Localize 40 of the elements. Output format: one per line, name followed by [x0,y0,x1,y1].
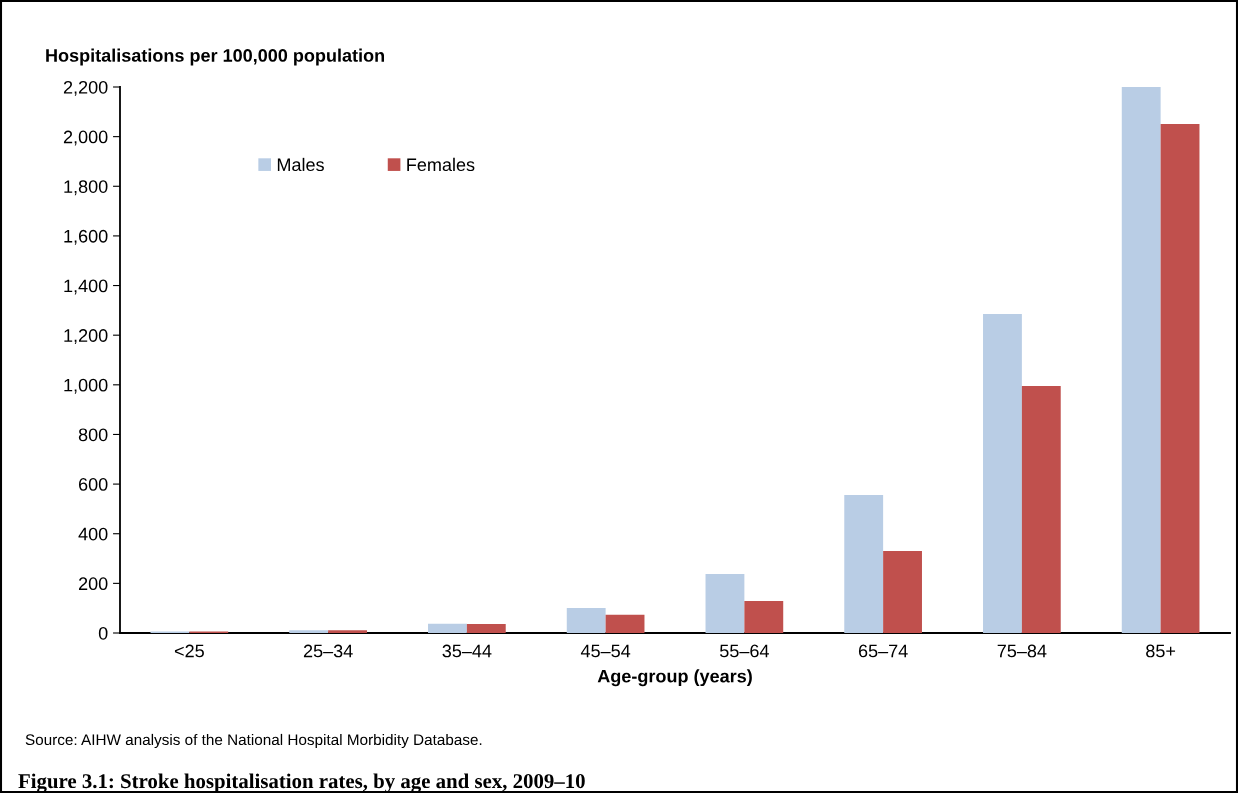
y-tick-label: 200 [78,577,108,591]
bar [744,600,784,633]
bar [289,630,329,633]
bar [983,314,1022,633]
y-axis-title: Hospitalisations per 100,000 population [46,48,385,66]
bar [1121,87,1161,633]
bar [705,573,745,633]
y-tick-label: 0 [98,626,108,640]
bar [844,495,884,633]
x-axis-title: Age-group (years) [597,669,752,687]
text: Figure 3.1: Stroke hospitalisation rates, by age and sex, 2009–10 [18,773,585,793]
legend-label: Males [277,157,324,172]
bar [466,624,506,633]
bar [883,551,922,633]
y-tick-label: 800 [78,428,108,442]
x-tick-label: 85+ [1146,644,1176,658]
bar [566,607,606,633]
x-tick-label: 65–74 [858,644,908,658]
y-tick-label: 400 [78,527,108,541]
x-tick-label: 55–64 [720,644,769,658]
bar [605,614,645,633]
y-tick-label: 1,800 [64,180,108,196]
y-tick-label: 2,000 [63,130,108,146]
y-tick-label: 1,200 [64,329,108,345]
y-tick-label: 1,400 [64,279,108,295]
bar [1021,386,1061,633]
y-tick-label: 1,000 [64,378,108,394]
x-tick-label: 25–34 [303,644,353,658]
x-tick-label: 75–84 [997,644,1047,658]
legend-label: Females [407,157,475,172]
bar [328,630,367,633]
x-tick-label: 35–44 [442,644,492,658]
bar [428,623,467,633]
source-note: Source: AIHW analysis of the National Hospital Morbidity Database. [25,733,482,749]
bar [1160,123,1200,633]
x-tick-label: <25 [174,644,204,658]
y-tick-label: 1,600 [64,229,108,245]
y-tick-label: 600 [78,478,108,491]
y-tick-label: 2,200 [63,80,108,96]
x-tick-label: 45–54 [580,644,631,658]
